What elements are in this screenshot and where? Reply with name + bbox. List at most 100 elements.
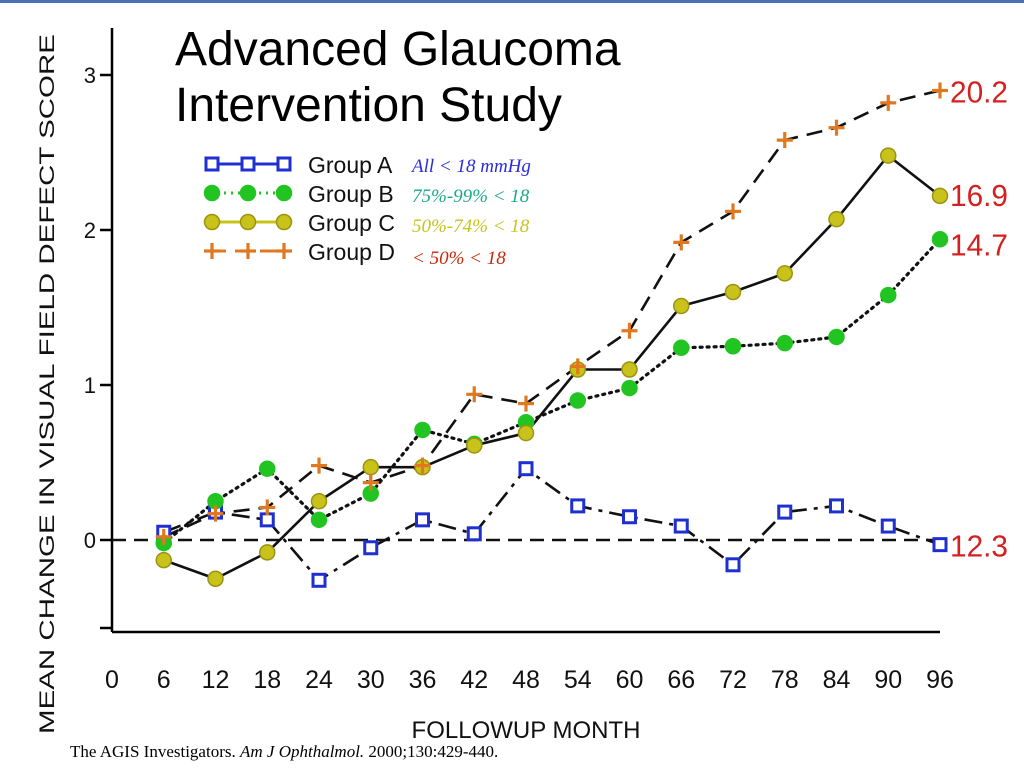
- point-group-a: [466, 526, 482, 542]
- x-tick-label: 6: [157, 666, 171, 694]
- y-tick-label: 0: [84, 528, 96, 553]
- legend-marker-group-d: [276, 243, 292, 259]
- legend-marker-group-b: [203, 184, 221, 202]
- point-group-a: [673, 518, 689, 534]
- point-group-a: [518, 461, 534, 477]
- slide-title: Advanced Glaucoma Intervention Study: [175, 22, 735, 134]
- point-group-b: [414, 421, 431, 439]
- end-label-group-c: 16.9: [950, 178, 1008, 213]
- x-tick-label: 24: [305, 666, 333, 694]
- point-group-c: [724, 283, 742, 301]
- point-group-a: [622, 509, 637, 525]
- legend-note-group-d: < 50% < 18: [412, 248, 506, 269]
- point-group-d: [621, 322, 638, 339]
- point-group-b: [931, 231, 949, 248]
- legend-marker-group-a: [240, 156, 256, 172]
- x-tick-label: 0: [105, 666, 119, 694]
- end-label-group-a: 12.3: [950, 529, 1008, 564]
- legend-label-group-d: Group D: [308, 239, 395, 265]
- x-tick-label: 42: [460, 666, 488, 694]
- point-group-c: [621, 361, 638, 378]
- point-group-d: [518, 395, 534, 412]
- title-line-2: Intervention Study: [175, 79, 562, 132]
- point-group-b: [673, 339, 690, 357]
- citation-journal: Am J Ophthalmol.: [239, 742, 365, 761]
- legend-note-group-a: All < 18 mmHg: [412, 156, 531, 177]
- point-group-d: [466, 386, 483, 403]
- point-group-b: [724, 338, 742, 355]
- citation: The AGIS Investigators. Am J Ophthalmol.…: [70, 742, 498, 762]
- y-tick-label: 2: [84, 218, 96, 243]
- point-group-a: [363, 540, 379, 556]
- point-group-d: [932, 82, 948, 99]
- point-group-d: [207, 505, 224, 522]
- point-group-c: [931, 187, 949, 205]
- point-group-c: [466, 437, 483, 454]
- point-group-a: [880, 518, 896, 534]
- title-line-1: Advanced Glaucoma: [175, 23, 621, 76]
- y-axis-label: MEAN CHANGE IN VISUAL FIELD DEFECT SCORE: [36, 34, 59, 734]
- legend-label-group-b: Group B: [308, 181, 394, 207]
- point-group-a: [259, 512, 275, 528]
- point-group-c: [155, 551, 172, 569]
- x-tick-label: 90: [874, 666, 902, 694]
- point-group-a: [829, 498, 844, 514]
- y-tick-label: 3: [84, 63, 96, 88]
- point-group-c: [517, 424, 535, 442]
- point-group-d: [311, 457, 327, 474]
- legend-note-group-b: 75%-99% < 18: [412, 186, 530, 207]
- point-group-b: [880, 286, 897, 304]
- series-line-group-b: [162, 237, 942, 545]
- citation-reference: 2000;130:429-440.: [368, 742, 499, 761]
- x-tick-label: 60: [616, 666, 644, 694]
- point-group-c: [310, 493, 328, 510]
- point-group-c: [828, 210, 845, 228]
- point-group-a: [570, 498, 586, 514]
- point-group-b: [621, 379, 638, 397]
- x-tick-label: 18: [253, 666, 281, 694]
- point-group-a: [932, 537, 948, 553]
- x-tick-label: 78: [771, 666, 799, 694]
- x-axis-label: FOLLOWUP MONTH: [412, 717, 641, 744]
- point-group-d: [155, 528, 172, 545]
- x-tick-label: 84: [823, 666, 851, 694]
- legend-label-group-a: Group A: [308, 152, 393, 178]
- legend-marker-group-a: [204, 156, 220, 172]
- legend-label-group-c: Group C: [308, 210, 395, 236]
- point-group-d: [362, 474, 379, 491]
- point-group-c: [673, 297, 690, 315]
- point-group-d: [776, 132, 793, 149]
- point-group-d: [259, 499, 276, 516]
- point-group-c: [207, 570, 224, 587]
- end-label-group-d: 20.2: [950, 75, 1008, 110]
- citation-authors: The AGIS Investigators.: [70, 742, 236, 761]
- point-group-b: [776, 334, 793, 352]
- top-accent-line: [0, 0, 1024, 3]
- x-tick-label: 30: [357, 666, 385, 694]
- x-tick-label: 72: [719, 666, 747, 694]
- x-tick-label: 96: [926, 666, 954, 694]
- point-group-d: [880, 94, 897, 111]
- point-group-d: [725, 203, 741, 220]
- point-group-d: [414, 457, 431, 474]
- legend-note-group-c: 50%-74% < 18: [412, 216, 530, 237]
- series-line-group-c: [163, 154, 941, 581]
- legend-marker-group-c: [275, 213, 293, 231]
- x-tick-label: 12: [202, 666, 230, 694]
- series-line-group-a: [163, 467, 941, 582]
- point-group-d: [828, 119, 845, 136]
- point-group-a: [415, 512, 430, 528]
- legend-marker-group-a: [276, 156, 292, 172]
- legend-marker-group-c: [239, 213, 257, 231]
- point-group-d: [673, 234, 690, 251]
- x-tick-label: 54: [564, 666, 592, 694]
- point-group-b: [828, 328, 845, 346]
- point-group-d: [569, 358, 586, 375]
- point-group-b: [310, 511, 328, 529]
- series-line-group-d: [163, 89, 941, 539]
- legend-marker-group-d: [240, 243, 256, 259]
- legend-marker-group-c: [203, 213, 221, 231]
- point-group-c: [776, 265, 793, 282]
- point-group-a: [777, 504, 793, 520]
